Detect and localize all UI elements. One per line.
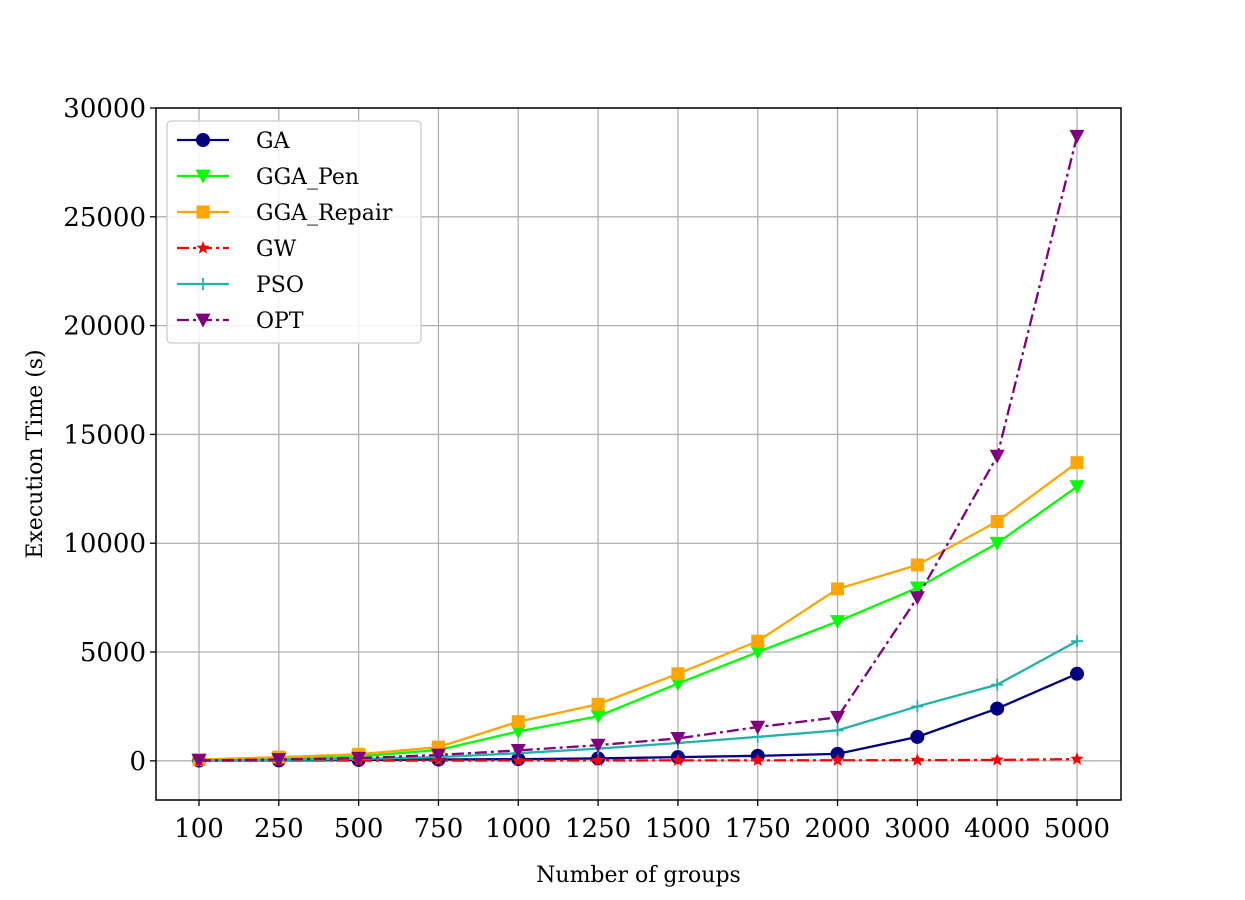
y-axis-ticks: 0 5000 10000 15000 20000 25000 30000: [63, 94, 156, 777]
legend-swatch-marker: [196, 241, 210, 254]
data-point-gga-repair: [831, 582, 845, 596]
data-point-pso: [911, 700, 924, 713]
data-point-ga: [990, 701, 1005, 716]
data-point-opt: [191, 754, 207, 768]
data-point-gw: [751, 753, 765, 767]
y-tick-label: 0: [129, 747, 146, 777]
x-tick-label: 2000: [804, 814, 870, 844]
legend-label: GW: [256, 237, 297, 262]
legend-item-gw: GW: [177, 237, 297, 262]
x-tick-label: 1750: [725, 814, 791, 844]
data-point-pso: [991, 678, 1004, 691]
x-tick-label: 250: [254, 814, 304, 844]
y-tick-label: 20000: [63, 312, 146, 342]
data-point-opt: [909, 591, 925, 606]
legend-label: GGA_Repair: [256, 201, 393, 226]
legend-label: OPT: [256, 309, 304, 334]
legend-swatch-marker: [196, 133, 210, 147]
data-point-gga-repair: [751, 634, 765, 648]
data-point-opt: [430, 748, 446, 763]
data-point-gga-repair: [671, 667, 685, 681]
series-line-opt: [198, 136, 1079, 762]
legend-label: GA: [256, 129, 291, 154]
legend-label: GGA_Pen: [256, 165, 359, 190]
y-tick-label: 10000: [63, 529, 146, 559]
data-point-pso: [1071, 635, 1083, 648]
data-point-gw: [910, 753, 925, 766]
data-point-opt: [271, 753, 287, 768]
data-point-opt: [1069, 129, 1085, 144]
legend-swatch-marker: [195, 313, 211, 328]
series-gga-repair: [192, 456, 1084, 767]
legend-item-gga-repair: GGA_Repair: [177, 201, 393, 226]
data-point-opt: [670, 732, 686, 746]
data-point-gga-pen: [510, 725, 526, 739]
x-tick-label: 1250: [565, 814, 631, 844]
x-tick-label: 5000: [1044, 814, 1110, 844]
y-tick-label: 25000: [63, 203, 146, 233]
series-layer: [191, 129, 1085, 768]
y-axis-label: Execution Time (s): [23, 349, 48, 558]
series-opt: [191, 129, 1085, 768]
data-point-gga-pen: [909, 581, 925, 596]
data-point-opt: [510, 744, 526, 758]
legend: GA GGA_Pen GGA_Repair GW PSO OPT: [166, 120, 422, 344]
data-point-opt: [750, 720, 766, 735]
data-point-gga-repair: [591, 697, 605, 711]
legend-item-gga-pen: GGA_Pen: [177, 165, 359, 190]
x-tick-label: 4000: [964, 814, 1030, 844]
data-point-gw: [830, 753, 845, 766]
data-point-gga-repair: [990, 514, 1004, 528]
data-point-ga: [1070, 666, 1084, 681]
data-point-gw: [1070, 752, 1084, 765]
data-point-opt: [830, 710, 846, 725]
y-tick-label: 30000: [63, 94, 146, 124]
legend-swatch-marker: [195, 169, 211, 184]
data-point-gw: [591, 753, 605, 767]
data-point-opt: [351, 751, 367, 766]
data-point-ga: [910, 729, 925, 744]
y-tick-label: 15000: [63, 420, 146, 450]
data-point-gga-repair: [910, 558, 924, 572]
x-axis-label: Number of groups: [536, 863, 741, 888]
data-point-gw: [671, 753, 685, 767]
data-point-gw: [511, 753, 525, 767]
x-tick-label: 100: [174, 814, 224, 844]
data-point-pso: [831, 724, 844, 737]
data-point-opt: [989, 449, 1005, 464]
legend-item-opt: OPT: [177, 309, 304, 334]
data-point-gga-pen: [830, 615, 846, 630]
x-tick-label: 500: [334, 814, 384, 844]
data-point-gga-pen: [1069, 480, 1085, 495]
legend-item-ga: GA: [177, 129, 291, 154]
data-point-gga-pen: [590, 709, 606, 724]
y-tick-label: 5000: [80, 638, 146, 668]
x-tick-label: 1500: [645, 814, 711, 844]
series-line-gw: [198, 757, 1078, 762]
x-tick-label: 3000: [884, 814, 950, 844]
data-point-gga-pen: [989, 536, 1005, 551]
legend-box: [166, 120, 422, 344]
data-point-gga-pen: [670, 677, 686, 692]
data-point-gga-repair: [1070, 456, 1084, 470]
series-line-gga-pen: [198, 485, 1078, 762]
x-tick-label: 1000: [485, 814, 551, 844]
data-point-gga-pen: [750, 645, 766, 660]
legend-swatch-marker: [196, 205, 210, 219]
plot-frame: [155, 107, 1122, 801]
x-tick-label: 750: [414, 814, 464, 844]
x-axis-ticks: 100 250 500 750 1000 1250 1500 1750 2000 3000 4000…: [174, 800, 1110, 844]
data-point-opt: [590, 738, 606, 753]
series-line-gga-repair: [198, 461, 1078, 761]
legend-swatch-marker: [197, 278, 209, 290]
data-point-gw: [990, 752, 1004, 766]
legend-label: PSO: [256, 273, 304, 298]
data-point-gga-repair: [511, 715, 525, 729]
legend-item-pso: PSO: [177, 273, 304, 298]
